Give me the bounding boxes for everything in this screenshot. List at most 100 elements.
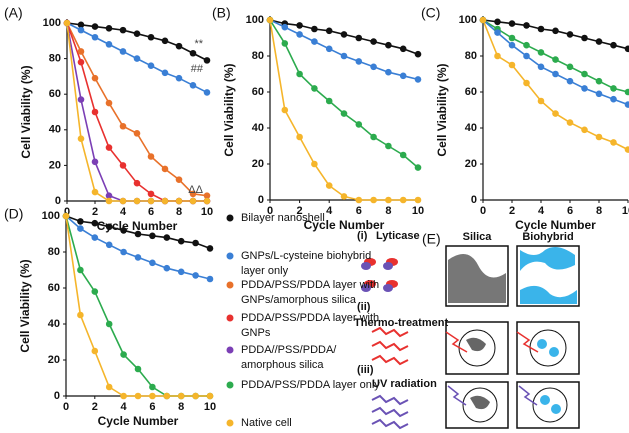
x-tick-label: 0 — [267, 205, 273, 217]
data-point — [508, 41, 516, 49]
legend-marker — [226, 281, 234, 289]
data-point — [105, 25, 113, 32]
data-point — [175, 42, 183, 50]
data-point — [203, 197, 211, 205]
column-header: Silica — [463, 231, 493, 243]
data-point — [355, 34, 363, 42]
y-tick-label: 80 — [465, 50, 477, 62]
data-point — [340, 52, 348, 60]
row-name: Lyticase — [376, 230, 420, 242]
data-point — [120, 392, 127, 400]
data-point — [581, 126, 588, 134]
data-point — [355, 196, 363, 204]
data-point — [77, 311, 84, 319]
data-point — [119, 26, 127, 34]
data-point — [296, 31, 303, 38]
data-point — [206, 392, 214, 400]
data-point — [523, 79, 530, 87]
x-tick-label: 10 — [204, 401, 216, 413]
x-axis-label: Cycle Number — [515, 218, 596, 232]
data-point — [91, 33, 99, 41]
data-point — [624, 88, 629, 96]
data-point — [177, 237, 185, 245]
y-tick-label: 40 — [49, 124, 61, 136]
y-tick-label: 80 — [49, 53, 61, 65]
y-tick-label: 100 — [42, 210, 60, 222]
data-point — [77, 26, 85, 34]
data-point — [134, 230, 142, 238]
data-point — [163, 264, 171, 272]
data-point — [133, 197, 141, 205]
x-tick-label: 4 — [120, 206, 127, 218]
data-point — [163, 392, 171, 400]
data-point — [91, 108, 99, 116]
data-point — [311, 38, 318, 45]
data-point — [385, 196, 392, 204]
x-tick-label: 0 — [64, 206, 70, 218]
y-tick-label: 0 — [471, 194, 477, 206]
data-point — [523, 41, 530, 49]
data-point — [63, 19, 71, 27]
x-tick-label: 8 — [176, 206, 182, 218]
data-point — [414, 196, 422, 204]
y-tick-label: 60 — [49, 88, 61, 100]
data-point — [203, 192, 211, 199]
y-axis-label: Cell Viability (%) — [18, 259, 32, 352]
legend-label: PDDA/PSS/PDDA layer with — [241, 279, 379, 291]
data-point — [494, 29, 501, 36]
y-tick-label: 100 — [246, 14, 264, 26]
data-point — [624, 45, 629, 53]
y-tick-label: 100 — [43, 17, 61, 29]
legend-label: layer only — [241, 265, 289, 277]
data-point — [595, 38, 603, 45]
data-point — [610, 95, 617, 103]
data-point — [149, 232, 156, 240]
legend-label: PDDA/PSS/PDDA layer with — [241, 312, 379, 324]
data-point — [355, 121, 363, 128]
data-point — [355, 58, 363, 65]
legend-marker — [226, 419, 234, 427]
data-point — [523, 22, 530, 29]
y-tick-label: 0 — [54, 390, 60, 402]
x-tick-label: 2 — [509, 205, 515, 217]
panel-label: (E) — [422, 231, 441, 247]
panel-e-art — [361, 245, 580, 430]
x-tick-label: 8 — [596, 205, 602, 217]
panel-label: (D) — [4, 206, 23, 222]
x-tick-label: 2 — [92, 206, 98, 218]
data-point — [147, 190, 155, 198]
x-tick-label: 10 — [201, 206, 213, 218]
data-point — [91, 219, 99, 227]
data-point — [163, 234, 171, 241]
series-line — [269, 19, 419, 169]
panel-label: (B) — [212, 5, 231, 21]
data-point — [595, 90, 603, 98]
data-point — [161, 37, 169, 45]
data-point — [119, 48, 127, 55]
data-point — [189, 82, 197, 89]
row-number: (ii) — [357, 301, 371, 313]
data-point — [414, 76, 422, 83]
data-point — [77, 58, 85, 66]
data-point — [161, 69, 169, 77]
data-point — [566, 31, 574, 38]
data-point — [581, 85, 588, 92]
row-name: Thermo-treatment — [354, 317, 448, 329]
data-point — [189, 49, 197, 57]
row-number: (iii) — [357, 364, 374, 376]
y-tick-label: 0 — [55, 195, 61, 207]
data-point — [399, 196, 407, 204]
data-point — [325, 27, 333, 35]
data-point — [552, 70, 559, 78]
data-point — [281, 23, 289, 31]
data-point — [399, 72, 407, 80]
data-point — [552, 56, 559, 63]
data-point — [311, 85, 318, 92]
data-point — [281, 106, 289, 114]
data-point — [537, 97, 545, 105]
data-point — [91, 347, 99, 355]
y-tick-label: 20 — [465, 158, 477, 170]
legend-label: Bilayer nanoshell — [241, 212, 325, 224]
data-point — [508, 20, 516, 27]
